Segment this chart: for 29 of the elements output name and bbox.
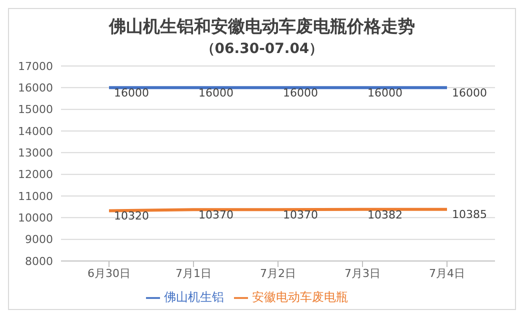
x-tick-label: 7月2日 [260, 266, 296, 280]
data-label: 10385 [452, 208, 487, 222]
y-tick-label: 15000 [18, 103, 53, 116]
legend-label: 安徽电动车废电瓶 [252, 290, 348, 304]
chart-subtitle: （06.30-07.04） [200, 40, 324, 58]
y-tick-label: 17000 [18, 60, 53, 73]
data-label: 16000 [452, 86, 487, 100]
x-tick-label: 6月30日 [88, 266, 130, 280]
y-tick-label: 8000 [25, 254, 53, 268]
y-tick-label: 11000 [18, 190, 53, 203]
y-tick-label: 14000 [18, 124, 53, 138]
data-label: 16000 [114, 86, 149, 100]
y-tick-label: 12000 [18, 168, 53, 182]
data-label: 10320 [114, 210, 149, 223]
data-label: 16000 [283, 86, 318, 100]
data-label: 10370 [198, 208, 234, 222]
y-tick-label: 9000 [25, 233, 53, 246]
y-tick-label: 10000 [18, 212, 53, 225]
x-tick-label: 7月3日 [344, 266, 380, 280]
data-label: 16000 [368, 86, 402, 100]
y-tick-label: 13000 [18, 146, 53, 160]
data-label: 16000 [198, 86, 234, 100]
y-tick-label: 16000 [18, 82, 53, 95]
chart-title: 佛山机生铝和安徽电动车废电瓶价格走势 [108, 16, 416, 38]
x-tick-label: 7月1日 [176, 266, 212, 280]
legend-label: 佛山机生铝 [164, 290, 224, 304]
data-label: 10370 [283, 208, 318, 222]
data-label: 10382 [368, 208, 402, 222]
x-tick-label: 7月4日 [429, 266, 465, 280]
